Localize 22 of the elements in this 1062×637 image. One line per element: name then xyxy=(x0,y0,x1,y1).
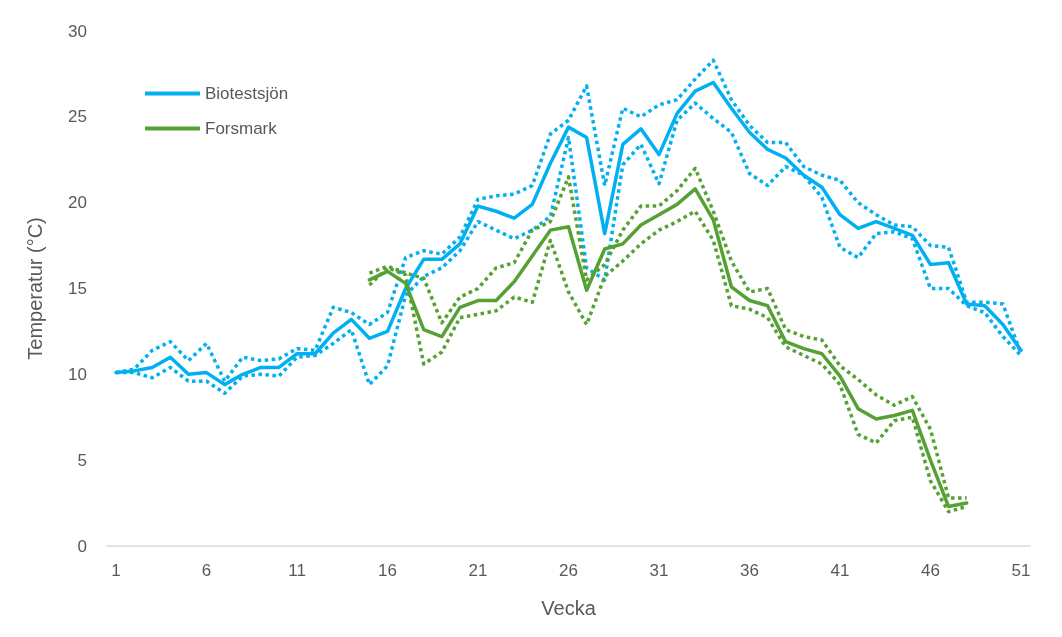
x-tick-label: 41 xyxy=(830,561,850,580)
legend-label: Forsmark xyxy=(205,119,278,138)
x-tick-label: 1 xyxy=(111,561,121,580)
y-tick-label: 15 xyxy=(68,279,87,298)
x-axis-title: Vecka xyxy=(541,597,597,619)
y-tick-label: 20 xyxy=(68,193,87,213)
x-tick-label: 36 xyxy=(740,561,759,580)
y-tick-label: 10 xyxy=(68,364,87,384)
y-axis-title: Temperatur (°C) xyxy=(24,217,46,360)
x-tick-label: 31 xyxy=(649,561,669,580)
x-tick-label: 26 xyxy=(559,561,578,580)
x-tick-label: 51 xyxy=(1011,561,1031,580)
x-tick-label: 16 xyxy=(378,561,397,580)
y-tick-label: 25 xyxy=(68,107,87,127)
y-tick-label: 30 xyxy=(68,21,87,41)
x-tick-label: 6 xyxy=(201,561,212,580)
x-tick-label: 46 xyxy=(921,561,940,580)
y-tick-label: 0 xyxy=(77,536,87,556)
legend-label: Biotestsjön xyxy=(205,84,289,103)
y-tick-label: 5 xyxy=(77,450,87,470)
x-tick-label: 11 xyxy=(288,561,306,580)
x-tick-label: 21 xyxy=(468,561,488,580)
